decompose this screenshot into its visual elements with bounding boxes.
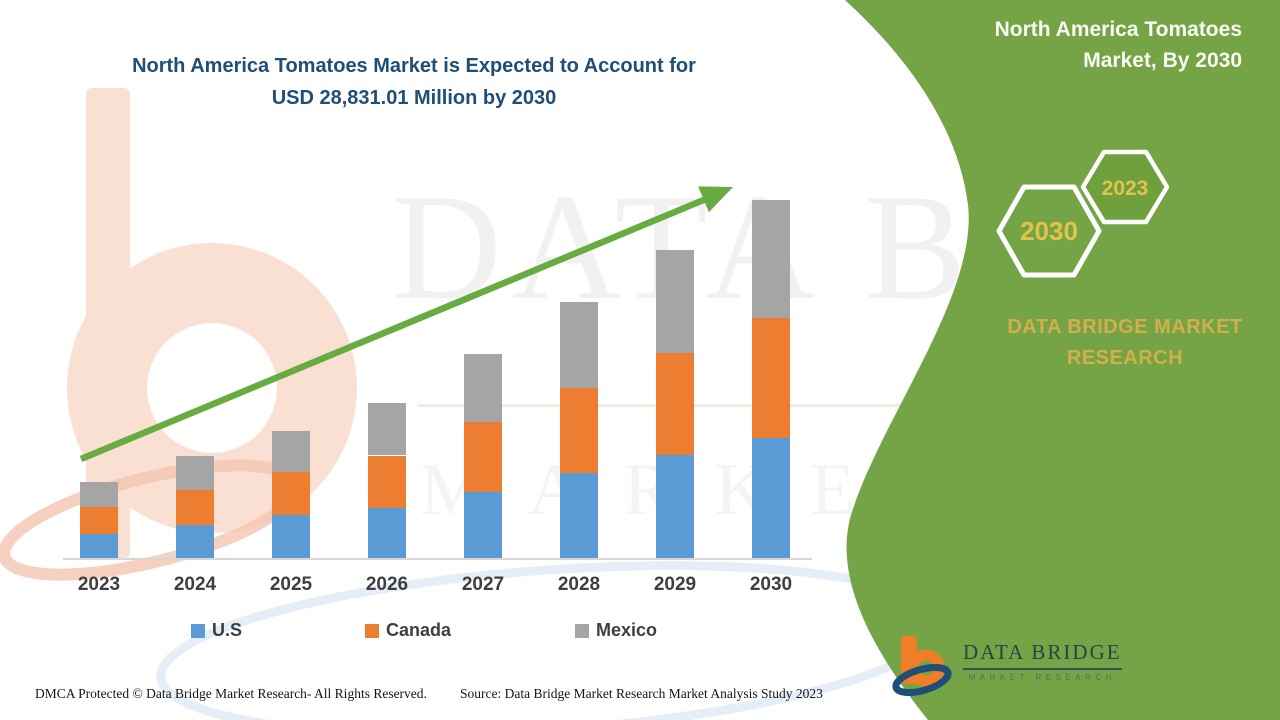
chart-title-line2: USD 28,831.01 Million by 2030	[271, 87, 557, 109]
hexagon-2023-label: 2023	[1102, 177, 1149, 200]
side-panel-heading: North America Tomatoes Market, By 2030	[995, 14, 1242, 76]
side-panel-brand-text: DATA BRIDGE MARKET RESEARCH	[1003, 312, 1247, 374]
bar-segment-us-2029	[656, 454, 694, 558]
side-panel-brand-line2: RESEARCH	[1066, 347, 1184, 369]
bar-segment-canada-2027	[464, 421, 502, 492]
bar-segment-us-2028	[560, 473, 598, 558]
bar-segment-mexico-2028	[560, 301, 598, 388]
company-logo-name: DATA BRIDGE	[963, 640, 1122, 670]
bar-segment-mexico-2026	[368, 403, 406, 456]
side-panel-shape	[845, 0, 1280, 720]
bar-segment-canada-2030	[752, 317, 790, 438]
hexagon-2030-label: 2030	[1020, 216, 1078, 246]
company-logo-tagline: MARKET RESEARCH	[968, 673, 1116, 682]
chart-title: North America Tomatoes Market is Expecte…	[0, 50, 828, 114]
bar-segment-mexico-2027	[464, 353, 502, 422]
bar-segment-mexico-2029	[656, 249, 694, 354]
chart-title-line1: North America Tomatoes Market is Expecte…	[132, 55, 696, 77]
bar-segment-mexico-2030	[752, 199, 790, 318]
company-logo-icon	[892, 636, 952, 696]
side-panel-heading-line2: Market, By 2030	[1083, 49, 1242, 72]
bar-segment-us-2027	[464, 491, 502, 558]
hexagon-2030	[996, 184, 1102, 278]
bar-segment-us-2030	[752, 437, 790, 558]
bar-segment-canada-2028	[560, 387, 598, 474]
side-panel-heading-line1: North America Tomatoes	[994, 18, 1242, 41]
bar-segment-us-2026	[368, 507, 406, 558]
company-logo: DATA BRIDGE MARKET RESEARCH	[891, 630, 1122, 696]
trend-arrow-head	[698, 186, 733, 213]
side-panel-brand-line1: DATA BRIDGE MARKET	[1007, 316, 1243, 338]
bar-segment-canada-2026	[368, 455, 406, 508]
company-logo-textblock: DATA BRIDGE MARKET RESEARCH	[963, 630, 1122, 682]
hexagon-2023	[1080, 149, 1170, 225]
